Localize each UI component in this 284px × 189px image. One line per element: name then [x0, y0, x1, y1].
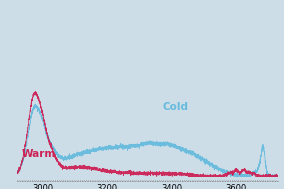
Text: Cold: Cold	[162, 102, 188, 112]
Text: Warm: Warm	[22, 149, 56, 159]
